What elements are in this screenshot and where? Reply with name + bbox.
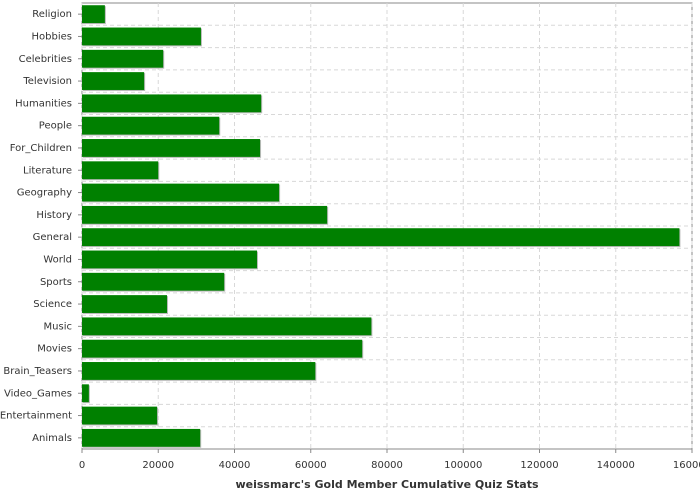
y-tick-label: General xyxy=(33,232,72,243)
bar xyxy=(82,384,89,403)
bar xyxy=(82,428,201,447)
bar xyxy=(82,27,201,46)
x-tick-label: 120000 xyxy=(520,460,558,471)
bar xyxy=(82,250,257,269)
y-tick-label: Animals xyxy=(32,433,72,444)
bar xyxy=(82,272,225,291)
y-tick-label: History xyxy=(36,210,72,221)
y-tick-label: Geography xyxy=(17,188,72,199)
bar xyxy=(82,5,105,24)
x-tick-label: 80000 xyxy=(371,460,403,471)
bar xyxy=(82,49,164,68)
bar xyxy=(82,295,168,313)
y-tick-label: Literature xyxy=(23,165,72,176)
y-tick-label: Hobbies xyxy=(32,31,72,42)
y-tick-label: People xyxy=(39,121,72,132)
x-tick-label: 140000 xyxy=(597,460,635,471)
x-tick-label: 60000 xyxy=(295,460,327,471)
bar xyxy=(82,317,372,336)
y-tick-label: Science xyxy=(33,299,72,310)
y-tick-label: Humanities xyxy=(15,98,72,109)
x-axis-label: weissmarc's Gold Member Cumulative Quiz … xyxy=(235,478,539,491)
bar xyxy=(82,339,363,358)
x-tick-label: 40000 xyxy=(219,460,251,471)
bar xyxy=(82,139,261,157)
bar xyxy=(82,94,262,113)
y-tick-label: Brain_Teasers xyxy=(3,366,72,377)
bar xyxy=(82,362,316,380)
y-tick-label: World xyxy=(43,254,72,265)
bar xyxy=(82,161,159,180)
y-tick-label: Celebrities xyxy=(19,54,72,65)
y-tick-label: Sports xyxy=(40,277,72,288)
x-tick-label: 20000 xyxy=(142,460,174,471)
bar xyxy=(82,205,328,224)
bar xyxy=(82,406,158,425)
bar xyxy=(82,183,280,202)
y-tick-label: Entertainment xyxy=(0,411,72,422)
y-tick-label: Video_Games xyxy=(4,388,72,399)
x-tick-label: 100000 xyxy=(444,460,482,471)
y-tick-label: Television xyxy=(22,76,72,87)
y-tick-label: Movies xyxy=(37,344,72,355)
y-tick-label: Religion xyxy=(32,9,72,20)
y-tick-label: Music xyxy=(44,321,72,332)
x-tick-label: 160000 xyxy=(673,460,700,471)
x-tick-label: 0 xyxy=(79,460,85,471)
bar xyxy=(82,72,145,90)
y-tick-label: For_Children xyxy=(10,143,72,154)
bar xyxy=(82,228,680,247)
bar xyxy=(82,116,220,135)
